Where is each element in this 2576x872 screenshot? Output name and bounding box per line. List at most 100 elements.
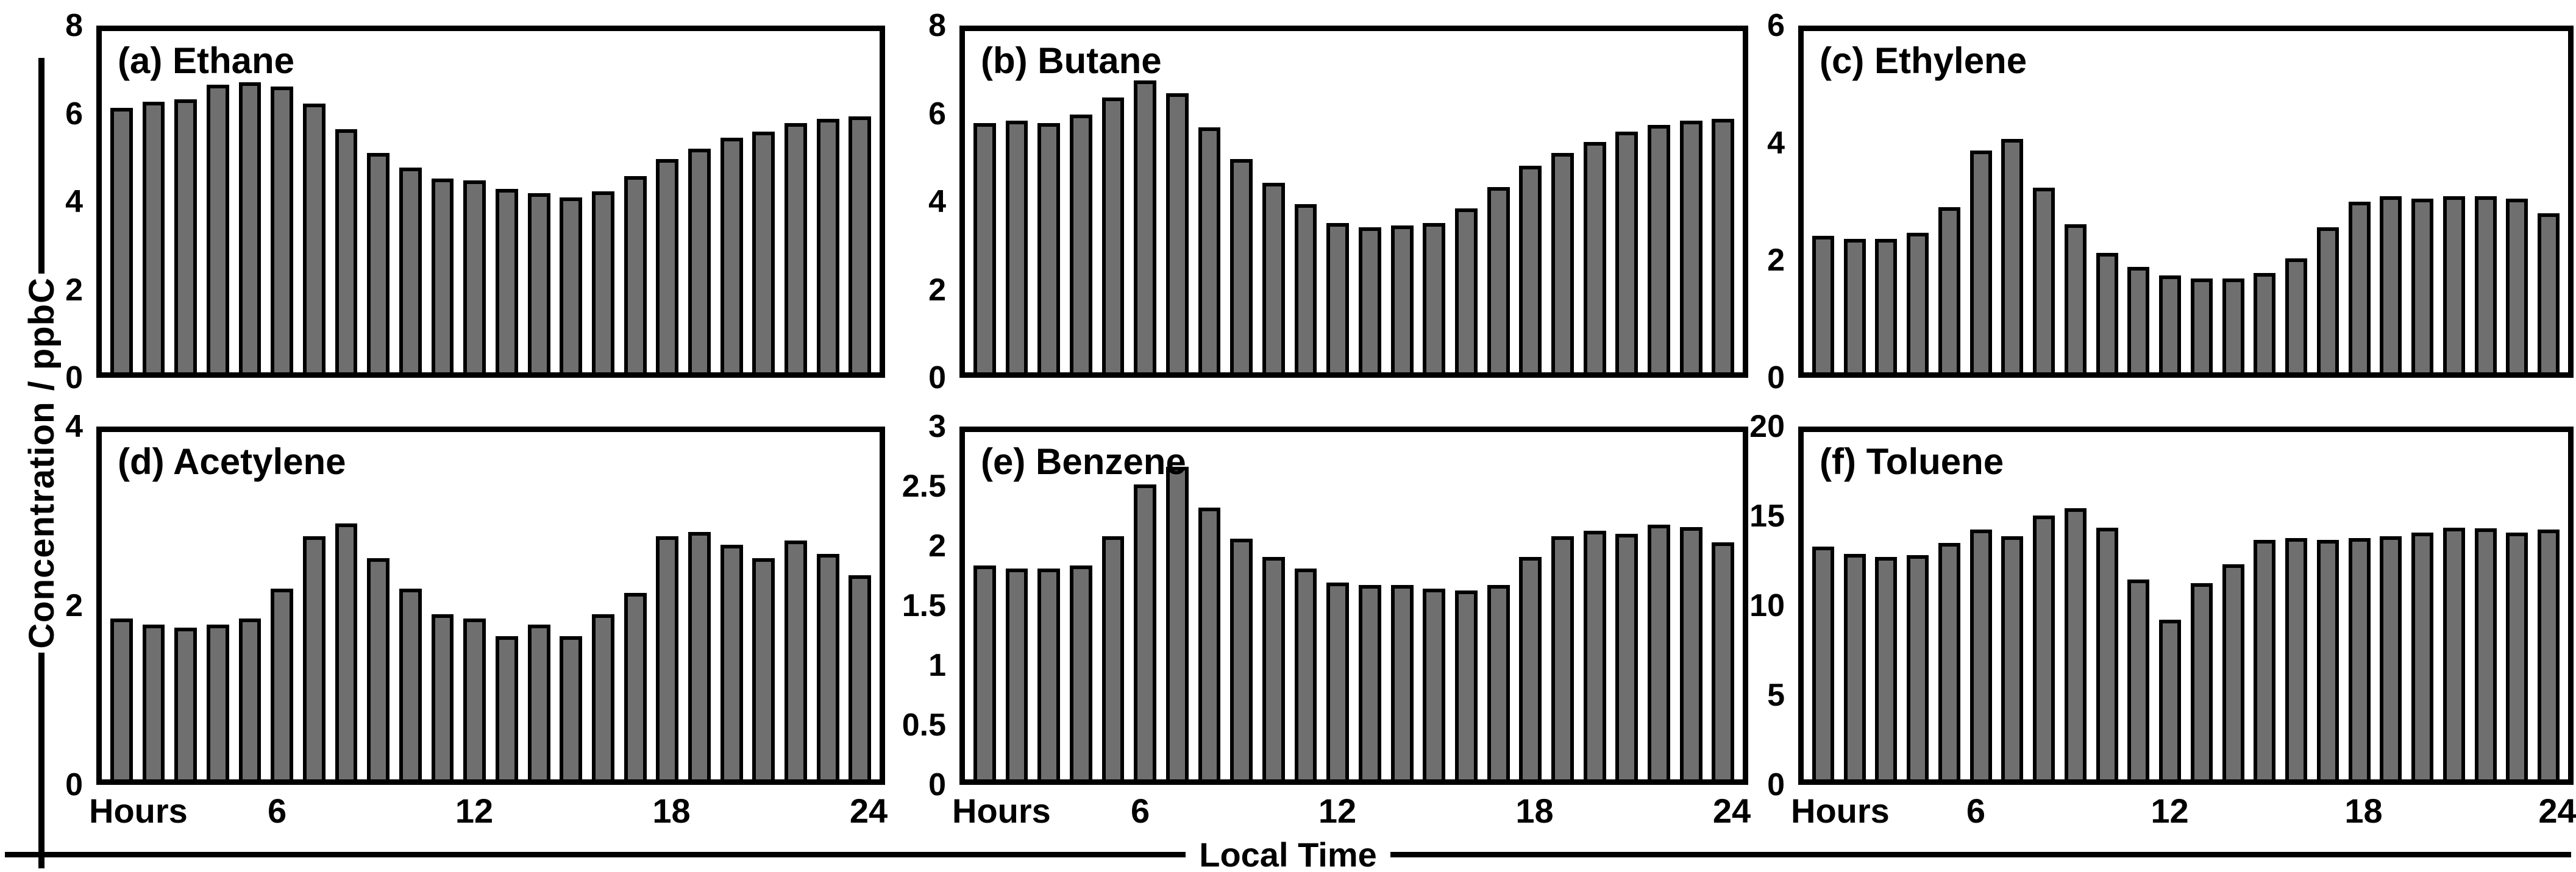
bar xyxy=(1230,538,1253,779)
bar xyxy=(1423,588,1446,779)
bar-slot xyxy=(2091,31,2123,372)
bar xyxy=(1262,182,1285,372)
bar-slot xyxy=(780,432,812,779)
bar xyxy=(335,129,358,372)
bar-slot xyxy=(587,432,619,779)
bar xyxy=(2159,619,2182,779)
bar xyxy=(302,536,326,779)
bar-slot xyxy=(555,31,587,372)
bar-slot xyxy=(747,31,780,372)
panel-e-title: (e) Benzene xyxy=(981,441,1186,482)
bar xyxy=(399,168,422,372)
y-axis-line-bottom xyxy=(38,652,44,869)
bar xyxy=(688,531,711,779)
y-tick-label: 5 xyxy=(1767,678,1785,713)
bar-slot xyxy=(362,432,394,779)
bar-slot xyxy=(2280,432,2312,779)
bar-slot xyxy=(1997,31,2029,372)
bar xyxy=(2443,196,2465,372)
bar-slot xyxy=(1871,31,1902,372)
bar xyxy=(142,101,165,372)
bar-slot xyxy=(138,432,170,779)
bar xyxy=(335,523,358,779)
bar xyxy=(1326,223,1350,372)
panel-a-ethane: 8 6 4 2 0 (a) Ethane xyxy=(65,8,885,395)
bar xyxy=(1712,118,1735,372)
y-tick-label: 8 xyxy=(928,8,946,43)
y-tick-label: 2 xyxy=(65,272,83,308)
bar xyxy=(591,191,614,372)
bar-slot xyxy=(1807,31,1839,372)
x-axis-label: Local Time xyxy=(1199,835,1377,872)
bar xyxy=(2001,536,2024,779)
y-tick-label: 6 xyxy=(928,96,946,132)
x-axis-line-left xyxy=(5,851,1186,857)
y-tick-label: 0.5 xyxy=(902,707,946,743)
bar xyxy=(2316,539,2339,779)
bar xyxy=(1262,557,1285,779)
bar xyxy=(688,148,711,372)
bar-slot xyxy=(1065,432,1097,779)
bar-slot xyxy=(523,31,555,372)
bar-slot xyxy=(458,432,491,779)
bar-slot xyxy=(1097,432,1130,779)
bar xyxy=(1294,569,1317,779)
bar-slot xyxy=(1839,432,1871,779)
bar xyxy=(1198,507,1221,779)
bar xyxy=(1843,553,1866,779)
bar-slot xyxy=(1386,432,1418,779)
panel-a-xlabels xyxy=(96,378,885,427)
x-tick-label: 18 xyxy=(652,792,691,830)
panel-b-butane: 8 6 4 2 0 (b) Butane xyxy=(928,8,1748,395)
bar xyxy=(816,118,839,372)
bar-slot xyxy=(1001,432,1033,779)
bar-slot xyxy=(2028,31,2060,372)
bar xyxy=(1969,151,1992,372)
bar-slot xyxy=(1643,31,1675,372)
bar-slot xyxy=(330,31,363,372)
bar xyxy=(1069,114,1092,372)
bar-slot xyxy=(1065,31,1097,372)
bar xyxy=(2538,213,2560,372)
bar-slot xyxy=(1450,432,1482,779)
bar-slot xyxy=(362,31,394,372)
bar xyxy=(2380,536,2402,779)
y-tick-label: 2 xyxy=(928,272,946,308)
bar xyxy=(1069,565,1092,779)
bar xyxy=(1615,131,1638,372)
bar xyxy=(1938,543,1960,779)
y-axis-line-top xyxy=(38,58,44,274)
hours-label: Hours xyxy=(1791,792,1890,830)
bar-slot xyxy=(1934,432,1965,779)
bar xyxy=(431,614,454,779)
bar xyxy=(1005,121,1028,372)
y-tick-label: 2.5 xyxy=(902,469,946,504)
bar xyxy=(1938,207,1960,372)
bar-slot xyxy=(1386,31,1418,372)
bar xyxy=(2285,537,2308,779)
panel-e-ytick-gutter: 3 2.5 2 1.5 1 0.5 0 xyxy=(874,409,953,803)
y-tick-label: 4 xyxy=(928,184,946,219)
bar xyxy=(2064,224,2087,372)
panel-b-bars xyxy=(969,31,1739,372)
bar xyxy=(238,82,262,372)
bar xyxy=(624,176,647,372)
bar xyxy=(302,104,326,372)
bar xyxy=(495,636,518,779)
bar-slot xyxy=(747,432,780,779)
bar xyxy=(1487,584,1510,779)
bar xyxy=(1679,526,1703,779)
bar xyxy=(174,99,197,372)
bar xyxy=(174,627,197,779)
panel-f-xlabels: Hours 6 12 18 24 xyxy=(1791,785,2576,834)
bar xyxy=(2411,199,2434,372)
hours-label: Hours xyxy=(952,792,1051,830)
bar xyxy=(2348,202,2371,372)
bar-slot xyxy=(1514,31,1546,372)
panel-d-title: (d) Acetylene xyxy=(118,441,346,482)
bar xyxy=(1101,97,1125,372)
bar-slot xyxy=(1807,432,1839,779)
bar-slot xyxy=(2344,432,2375,779)
bar xyxy=(399,588,422,779)
bar xyxy=(2159,275,2182,372)
